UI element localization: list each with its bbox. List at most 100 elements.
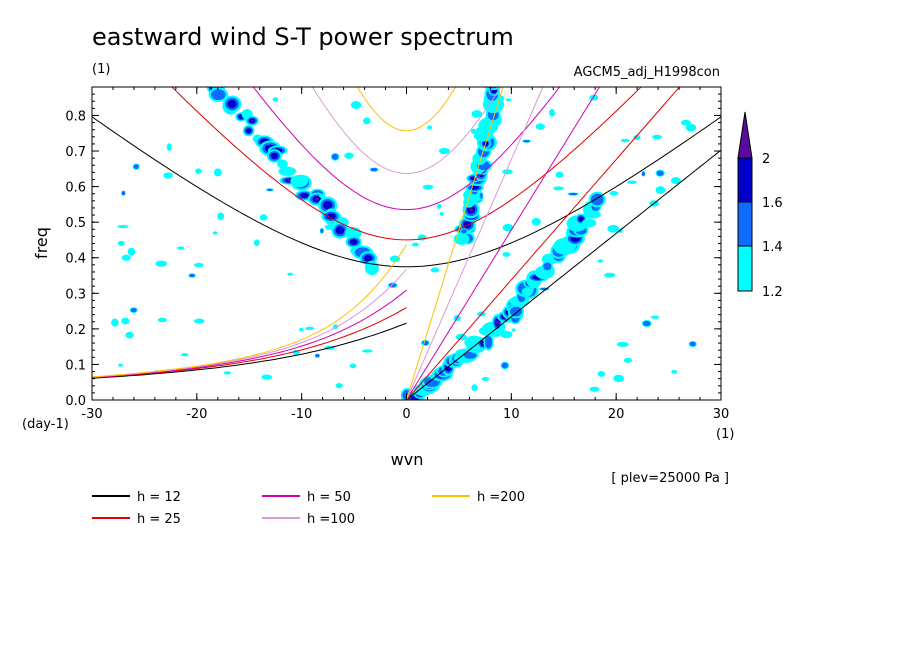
mrg-curve xyxy=(92,307,407,379)
power-contour-blob xyxy=(670,177,681,185)
power-contour-blob xyxy=(205,74,213,80)
kelvin-curve xyxy=(406,87,681,400)
power-contour-blob xyxy=(655,186,666,194)
power-contour-blob xyxy=(616,341,629,347)
power-contour-blob xyxy=(484,335,493,349)
colorbar-segment xyxy=(737,201,753,247)
power-contour-blob xyxy=(689,341,696,347)
power-contour-blob xyxy=(502,169,513,175)
power-contour-blob xyxy=(362,349,373,353)
power-contour-blob xyxy=(511,328,516,332)
y-tick-label: 0.4 xyxy=(65,252,86,267)
legend: h = 12 h = 25 h = 50 h =100 h =200 xyxy=(92,490,525,527)
power-contour-blob xyxy=(315,354,320,358)
power-contour-blob xyxy=(411,242,419,247)
power-contour-blob xyxy=(166,143,172,151)
power-contour-blob xyxy=(523,139,531,143)
power-contour-blob xyxy=(549,108,556,117)
legend-label: h = 12 xyxy=(137,490,181,505)
power-contour-blob xyxy=(470,128,477,134)
kelvin-curve xyxy=(406,87,601,400)
x-tick-label: 0 xyxy=(402,407,410,422)
power-contour-blob xyxy=(207,75,212,79)
power-contour-blob xyxy=(290,174,309,188)
y-tick-label: 0.6 xyxy=(65,181,86,196)
y-unit-label: (day-1) xyxy=(22,417,69,432)
kelvin-curve xyxy=(406,149,721,400)
power-contour-blob xyxy=(469,207,473,212)
power-contour-blob xyxy=(438,147,450,155)
inertia-gravity-curve xyxy=(252,87,561,211)
power-contour-blob xyxy=(163,172,173,179)
power-contour-blob xyxy=(157,317,167,323)
power-contour-blob xyxy=(227,99,237,109)
power-contour-blob xyxy=(463,351,477,359)
power-contour-blob xyxy=(671,369,678,374)
inertia-gravity-curve xyxy=(356,87,457,132)
power-contour-blob xyxy=(349,239,358,245)
power-contour-blob xyxy=(259,214,268,221)
y-tick-label: 0.8 xyxy=(65,109,86,124)
power-contour-blob xyxy=(364,254,373,262)
kelvin-curve xyxy=(406,87,544,400)
power-contour-blob xyxy=(531,217,541,226)
power-contour-blob xyxy=(121,254,131,261)
power-contour-blob xyxy=(502,252,511,257)
chart-subtitle-left: (1) xyxy=(92,62,110,77)
power-contour-blob xyxy=(335,226,345,235)
power-contour-blob xyxy=(439,212,444,216)
power-contour-blob xyxy=(272,97,279,102)
x-tick-label: 30 xyxy=(713,407,730,422)
x-tick-label: -20 xyxy=(186,407,207,422)
power-contour-blob xyxy=(436,203,442,209)
power-contour-blob xyxy=(652,134,662,140)
power-contour-blob xyxy=(613,374,625,383)
power-contour-blob xyxy=(589,386,600,392)
power-contour-blob xyxy=(277,159,288,169)
power-contour-blob xyxy=(583,210,601,219)
power-contour-blob xyxy=(193,262,204,268)
power-contour-blob xyxy=(344,152,354,159)
x-tick-label: -10 xyxy=(291,407,312,422)
power-contour-blob xyxy=(597,259,604,263)
power-contour-blob xyxy=(680,119,692,126)
inertia-gravity-curve xyxy=(311,87,502,175)
inertia-gravity-curve xyxy=(92,116,721,268)
power-contour-blob xyxy=(427,125,433,130)
power-contour-blob xyxy=(535,123,545,130)
power-contour-blob xyxy=(117,240,125,246)
colorbar-extend-arrow xyxy=(737,111,753,159)
power-contour-blob xyxy=(331,153,339,160)
power-contour-blob xyxy=(623,357,633,363)
power-contour-blob xyxy=(121,191,126,196)
power-contour-blob xyxy=(553,186,565,191)
power-contour-blob xyxy=(305,326,315,331)
power-contour-blob xyxy=(471,384,478,392)
power-contour-blob xyxy=(581,218,597,228)
inertia-gravity-curve xyxy=(171,87,642,241)
power-contour-blob xyxy=(633,135,641,140)
colorbar-segment xyxy=(737,245,753,292)
x-axis-ticks: -30 -20 -10 0 10 20 30 xyxy=(81,87,729,422)
power-contour-blob xyxy=(620,138,630,143)
y-tick-label: 0.1 xyxy=(65,358,86,373)
power-contour-blob xyxy=(422,184,434,190)
power-contour-blob xyxy=(223,371,232,375)
power-contour-blob xyxy=(495,320,499,325)
power-contour-blob xyxy=(502,223,514,232)
power-contour-blob xyxy=(127,247,136,256)
colorbar-label: 2 xyxy=(762,152,770,167)
power-contour-blob xyxy=(481,376,490,382)
colorbar-segment xyxy=(737,157,753,203)
power-contour-blob xyxy=(604,272,616,278)
power-contour-blob xyxy=(299,192,310,198)
power-contour-blob xyxy=(193,318,205,324)
power-contour-blob xyxy=(349,363,357,369)
colorbar: 1.2 1.4 1.6 2 xyxy=(737,111,783,300)
y-tick-label: 0.5 xyxy=(65,216,86,231)
power-contour-blob xyxy=(483,87,502,91)
power-contour-blob xyxy=(501,362,509,369)
power-contour-blob xyxy=(261,374,272,380)
power-contour-blob xyxy=(245,127,252,134)
y-axis-label: freq xyxy=(32,227,51,259)
